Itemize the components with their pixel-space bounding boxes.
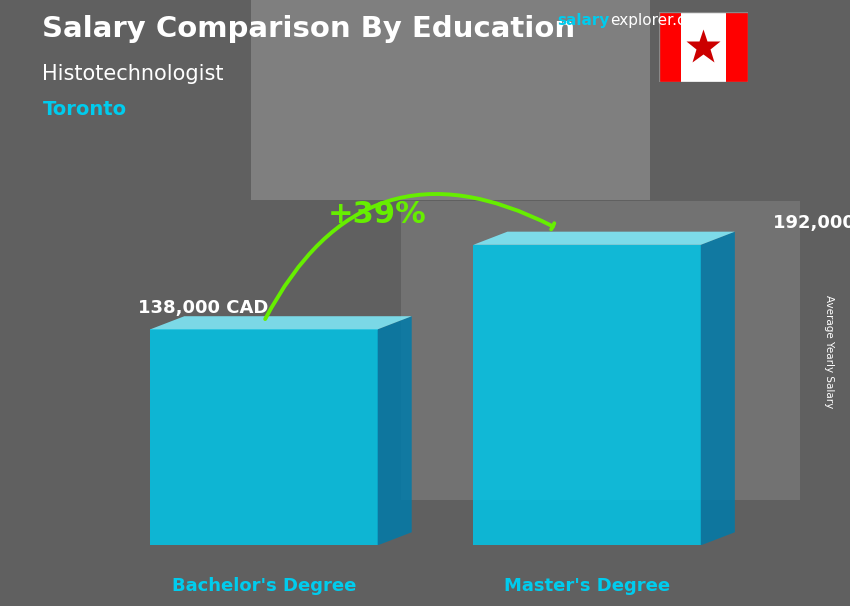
Polygon shape (473, 245, 700, 545)
Text: explorer.com: explorer.com (610, 13, 710, 28)
Text: Toronto: Toronto (42, 100, 127, 119)
Text: 138,000 CAD: 138,000 CAD (139, 299, 269, 317)
Text: Average Yearly Salary: Average Yearly Salary (824, 295, 834, 408)
Bar (726, 12, 748, 82)
Text: Histotechnologist: Histotechnologist (42, 64, 224, 84)
Polygon shape (377, 316, 411, 545)
Text: Salary Comparison By Education: Salary Comparison By Education (42, 15, 575, 43)
Text: 192,000 CAD: 192,000 CAD (773, 215, 850, 232)
Bar (681, 12, 726, 82)
Polygon shape (150, 330, 377, 545)
Polygon shape (700, 231, 735, 545)
Bar (659, 12, 681, 82)
Polygon shape (473, 231, 735, 245)
Text: salary: salary (557, 13, 609, 28)
Polygon shape (150, 316, 411, 330)
Text: Master's Degree: Master's Degree (504, 577, 670, 594)
Text: Bachelor's Degree: Bachelor's Degree (172, 577, 356, 594)
Text: +39%: +39% (327, 200, 427, 229)
